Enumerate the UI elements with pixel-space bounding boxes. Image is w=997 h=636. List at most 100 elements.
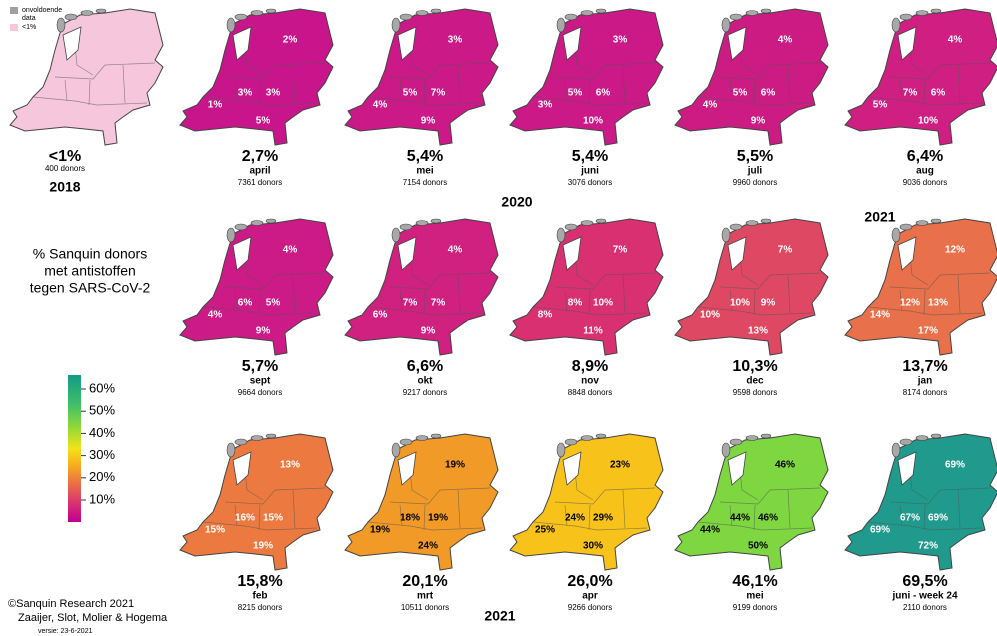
colorbar-label: 30% (89, 447, 115, 462)
legend-label: onvoldoende (22, 7, 62, 14)
island (915, 435, 929, 441)
island (430, 218, 442, 224)
month: okt (418, 376, 434, 387)
month: mei (416, 166, 433, 177)
region-value: 25% (535, 525, 555, 536)
island (234, 438, 248, 446)
region-value: 24% (565, 513, 585, 524)
island (899, 223, 913, 231)
donors: 8215 donors (238, 603, 282, 612)
month: mrt (417, 591, 434, 602)
province-borders (367, 469, 491, 531)
island (556, 227, 566, 243)
island (930, 433, 942, 439)
colorbar-label: 10% (89, 491, 115, 506)
island (391, 442, 401, 458)
island (745, 10, 759, 16)
island (580, 220, 594, 226)
lake (62, 26, 82, 61)
credit: Zaaijer, Slot, Molier & Hogema (18, 612, 168, 624)
year: 2021 (484, 608, 515, 624)
island (760, 8, 772, 14)
colorbar-label: 60% (89, 380, 115, 395)
region-value: 4% (373, 100, 388, 111)
island (391, 227, 401, 243)
island (226, 17, 236, 33)
region-value: 5% (403, 88, 418, 99)
island (250, 435, 264, 441)
lake (232, 451, 252, 486)
donors: 9598 donors (733, 388, 777, 397)
island (595, 218, 607, 224)
colorbar-label: 40% (89, 425, 115, 440)
region-value: 72% (918, 541, 938, 552)
lake (727, 26, 747, 61)
month: april (249, 166, 270, 177)
province-borders (202, 44, 326, 106)
region-value: 9% (421, 116, 436, 127)
region-value: 10% (593, 298, 613, 309)
region-value: 15% (205, 525, 225, 536)
island (899, 13, 913, 21)
region-value: 50% (748, 541, 768, 552)
region-value: 4% (283, 245, 298, 256)
island (415, 220, 429, 226)
region-value: 7% (613, 245, 628, 256)
island (891, 227, 901, 243)
donors: 7361 donors (238, 178, 282, 187)
island (399, 438, 413, 446)
colorbar (68, 375, 81, 522)
island (56, 17, 66, 33)
credit: ©Sanquin Research 2021 (8, 598, 134, 610)
island (265, 433, 277, 439)
lake (397, 236, 417, 271)
donors: 9664 donors (238, 388, 282, 397)
national-value: 46,1% (732, 573, 777, 590)
year: 2020 (501, 194, 532, 210)
island (556, 442, 566, 458)
island (415, 435, 429, 441)
legend-swatch (10, 24, 18, 31)
island (399, 223, 413, 231)
national-value: 8,9% (572, 358, 608, 375)
province-borders (532, 44, 656, 106)
island (930, 8, 942, 14)
region-value: 9% (256, 326, 271, 337)
region-value: 69% (928, 513, 948, 524)
island (745, 220, 759, 226)
month: dec (746, 376, 764, 387)
region-value: 7% (431, 88, 446, 99)
island (721, 227, 731, 243)
lake (397, 26, 417, 61)
island (399, 13, 413, 21)
region-value: 17% (918, 326, 938, 337)
island (580, 10, 594, 16)
month: juni (580, 166, 599, 177)
national-value: 26,0% (567, 573, 612, 590)
donors: 8848 donors (568, 388, 612, 397)
island (265, 218, 277, 224)
month: aug (916, 166, 934, 177)
island (430, 433, 442, 439)
national-value: 5,5% (737, 148, 773, 165)
island (226, 227, 236, 243)
island (80, 10, 94, 16)
island (564, 223, 578, 231)
national-value: 6,6% (407, 358, 443, 375)
region-value: 2% (283, 35, 298, 46)
island (95, 8, 107, 14)
month: jan (917, 376, 932, 387)
month: nov (581, 376, 599, 387)
province-borders (867, 254, 991, 316)
region-value: 10% (583, 116, 603, 127)
region-value: 8% (568, 298, 583, 309)
island (564, 438, 578, 446)
